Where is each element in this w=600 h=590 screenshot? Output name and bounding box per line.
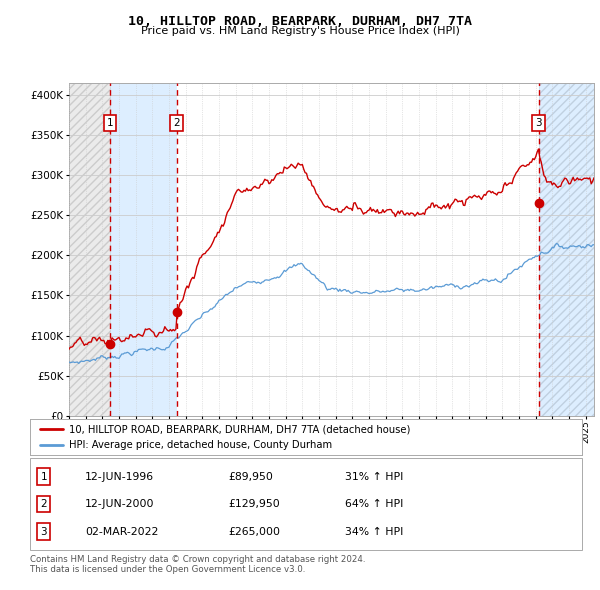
Text: 64% ↑ HPI: 64% ↑ HPI [344,499,403,509]
Text: £89,950: £89,950 [229,472,274,481]
Bar [539,83,594,416]
Bar [69,83,110,416]
Text: Price paid vs. HM Land Registry's House Price Index (HPI): Price paid vs. HM Land Registry's House … [140,26,460,36]
Text: £265,000: £265,000 [229,527,281,536]
Text: 10, HILLTOP ROAD, BEARPARK, DURHAM, DH7 7TA (detached house): 10, HILLTOP ROAD, BEARPARK, DURHAM, DH7 … [68,424,410,434]
Bar [69,83,110,416]
Text: HPI: Average price, detached house, County Durham: HPI: Average price, detached house, Coun… [68,440,332,450]
Text: 02-MAR-2022: 02-MAR-2022 [85,527,158,536]
Bar [539,83,594,416]
Text: 3: 3 [535,118,542,128]
Text: 31% ↑ HPI: 31% ↑ HPI [344,472,403,481]
Text: 2: 2 [173,118,180,128]
Text: 2: 2 [40,499,47,509]
Text: £129,950: £129,950 [229,499,280,509]
Text: 1: 1 [107,118,113,128]
Text: 12-JUN-2000: 12-JUN-2000 [85,499,155,509]
Text: 10, HILLTOP ROAD, BEARPARK, DURHAM, DH7 7TA: 10, HILLTOP ROAD, BEARPARK, DURHAM, DH7 … [128,15,472,28]
Bar [110,83,176,416]
Text: 1: 1 [40,472,47,481]
Text: Contains HM Land Registry data © Crown copyright and database right 2024.
This d: Contains HM Land Registry data © Crown c… [30,555,365,574]
Text: 34% ↑ HPI: 34% ↑ HPI [344,527,403,536]
Text: 3: 3 [40,527,47,536]
Text: 12-JUN-1996: 12-JUN-1996 [85,472,154,481]
